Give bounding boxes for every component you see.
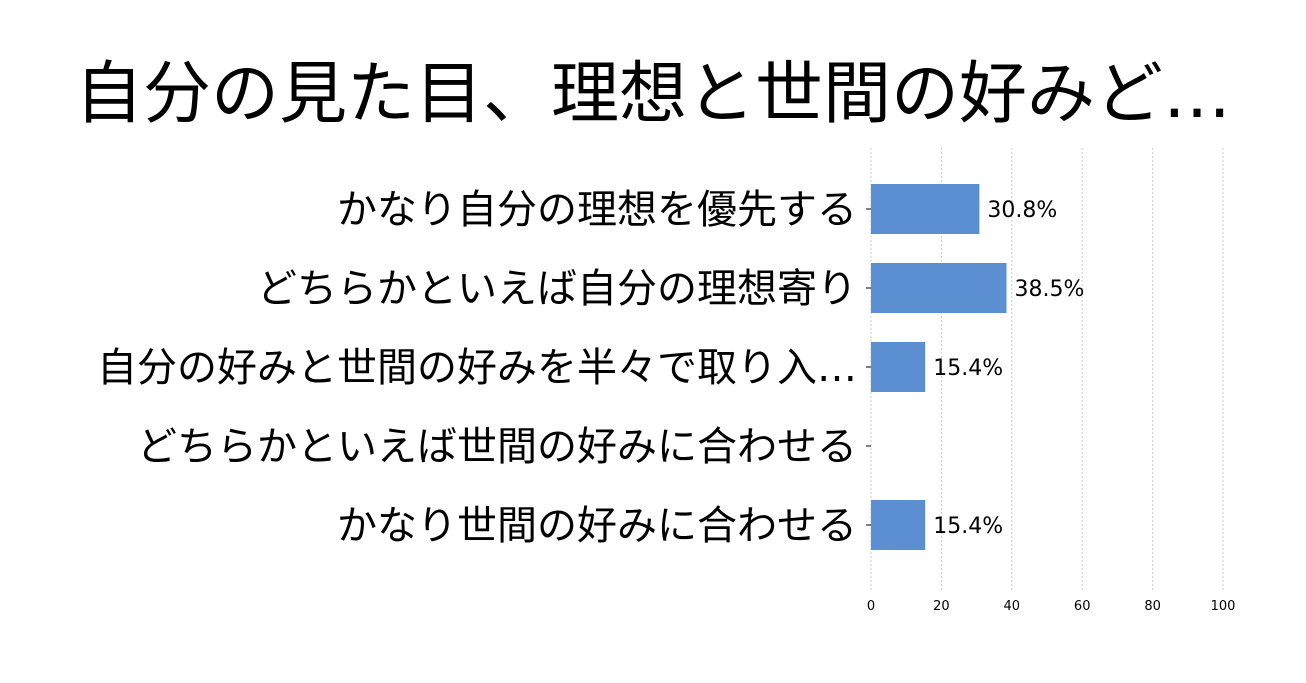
- x-tick-label: 40: [1004, 599, 1021, 614]
- category-label: かなり自分の理想を優先する: [337, 187, 857, 233]
- x-tick-label: 100: [1211, 599, 1236, 614]
- x-tick-label: 80: [1144, 599, 1161, 614]
- bar: [871, 184, 980, 234]
- bars: [871, 184, 1007, 550]
- category-label: 自分の好みと世間の好みを半々で取り入…: [97, 345, 857, 391]
- bar: [871, 342, 926, 392]
- x-tick-label: 20: [933, 599, 950, 614]
- value-label: 15.4%: [933, 356, 1003, 381]
- value-labels: 30.8% 38.5% 15.4% 15.4%: [933, 198, 1084, 539]
- x-axis-ticks: 0 20 40 60 80 100: [867, 599, 1236, 614]
- bar: [871, 500, 926, 550]
- category-label: どちらかといえば世間の好みに合わせる: [137, 424, 857, 470]
- x-tick-label: 60: [1074, 599, 1091, 614]
- category-label: かなり世間の好みに合わせる: [337, 503, 857, 549]
- x-tick-label: 0: [867, 599, 875, 614]
- bar: [871, 263, 1007, 313]
- value-label: 30.8%: [987, 198, 1057, 223]
- category-labels: かなり自分の理想を優先するどちらかといえば自分の理想寄り自分の好みと世間の好みを…: [97, 187, 871, 549]
- value-label: 38.5%: [1015, 277, 1085, 302]
- value-label: 15.4%: [933, 514, 1003, 539]
- category-label: どちらかといえば自分の理想寄り: [257, 266, 857, 312]
- chart-title: 自分の見た目、理想と世間の好みど…: [74, 55, 1231, 134]
